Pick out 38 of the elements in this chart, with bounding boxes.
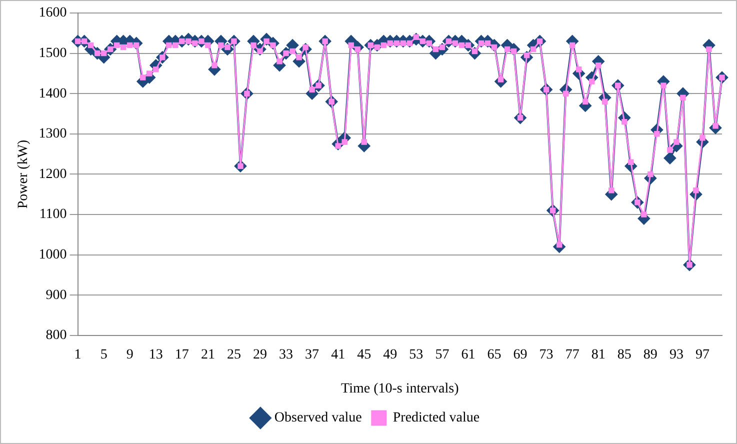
y-tick-label: 1300 (38, 126, 67, 142)
x-tick-label: 73 (539, 347, 554, 362)
y-tick-label: 1400 (38, 86, 67, 102)
y-tick-label: 1600 (38, 6, 67, 21)
legend-label: Observed value (274, 410, 362, 426)
x-tick-label: 9 (126, 347, 134, 362)
x-tick-label: 5 (100, 347, 108, 362)
x-tick-label: 93 (669, 347, 684, 362)
x-tick-label: 33 (279, 347, 294, 362)
y-tick-label: 1500 (38, 46, 67, 61)
x-tick-label: 57 (435, 347, 450, 362)
y-tick-label: 1200 (38, 166, 67, 182)
y-tick-label: 900 (46, 288, 67, 303)
x-tick-label: 81 (591, 347, 606, 362)
legend-label: Predicted value (392, 410, 480, 426)
x-tick-label: 61 (461, 347, 476, 362)
x-tick-label: 89 (643, 347, 658, 362)
x-tick-label: 29 (253, 347, 267, 362)
x-tick-label: 25 (226, 347, 241, 362)
y-tick-label: 1000 (38, 247, 67, 262)
x-tick-label: 49 (383, 347, 398, 362)
x-tick-label: 97 (695, 347, 710, 362)
x-tick-label: 1 (74, 347, 82, 362)
x-tick-label: 37 (305, 347, 320, 362)
x-tick-label: 77 (565, 347, 580, 362)
x-tick-label: 21 (200, 347, 215, 362)
x-tick-label: 85 (617, 347, 632, 362)
x-tick-label: 45 (357, 347, 372, 362)
y-tick-label: 1100 (39, 207, 67, 222)
x-tick-label: 69 (513, 347, 528, 362)
x-tick-label: 53 (409, 347, 424, 362)
x-tick-label: 13 (148, 347, 163, 362)
y-axis-title: Power (kW) (16, 139, 32, 209)
y-tick-label: 800 (46, 328, 67, 344)
x-tick-label: 17 (174, 347, 189, 362)
x-tick-label: 65 (487, 347, 502, 362)
x-tick-label: 41 (331, 347, 346, 362)
x-axis-title: Time (10-s intervals) (341, 381, 460, 396)
